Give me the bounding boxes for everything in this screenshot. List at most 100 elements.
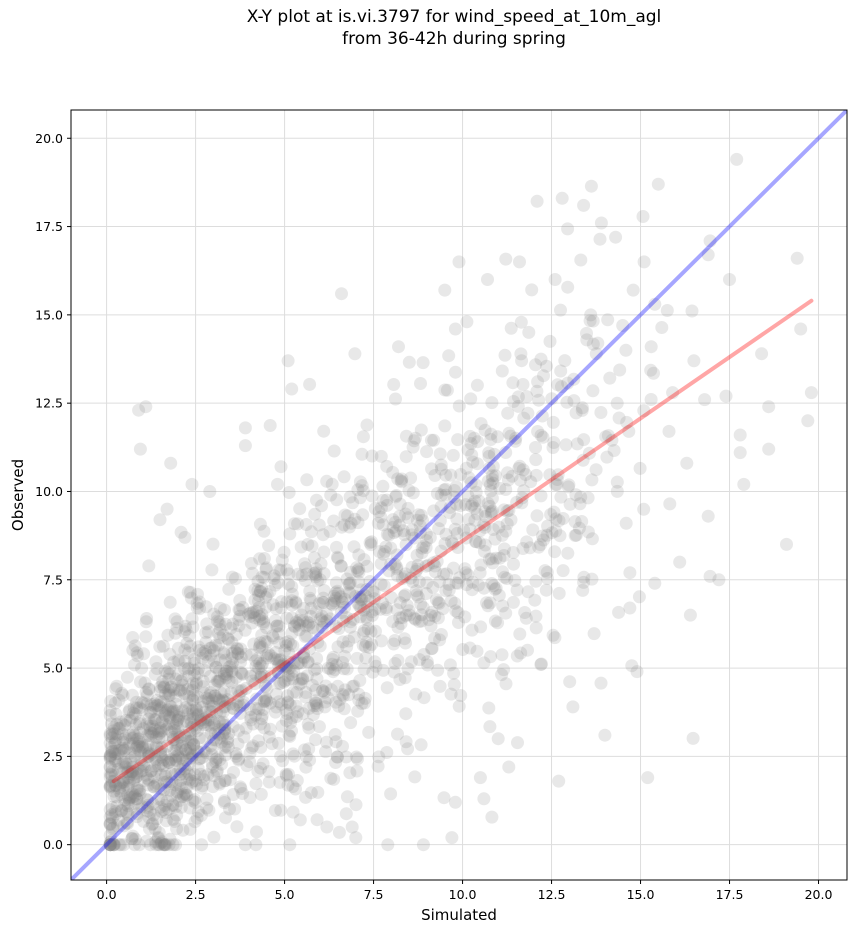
scatter-point — [114, 743, 128, 757]
scatter-point — [599, 430, 613, 444]
scatter-point — [448, 522, 462, 536]
scatter-point — [481, 599, 495, 613]
scatter-point — [384, 787, 398, 801]
scatter-point — [232, 619, 246, 633]
scatter-point — [201, 768, 215, 782]
scatter-point — [103, 749, 117, 762]
scatter-point — [552, 774, 566, 788]
scatter-point — [288, 620, 302, 634]
scatter-point — [279, 636, 293, 650]
scatter-point — [108, 768, 122, 782]
scatter-point — [144, 747, 158, 761]
scatter-point — [158, 747, 172, 761]
scatter-point — [217, 669, 231, 683]
scatter-point — [289, 699, 303, 713]
scatter-point — [141, 728, 155, 742]
scatter-point — [164, 680, 177, 694]
scatter-point — [194, 808, 208, 822]
scatter-point — [110, 819, 124, 833]
scatter-point — [106, 724, 120, 738]
scatter-point — [169, 753, 183, 767]
scatter-point — [130, 792, 144, 806]
scatter-point — [325, 657, 339, 671]
scatter-point — [169, 672, 183, 686]
scatter-point — [114, 838, 128, 852]
scatter-point — [253, 517, 267, 531]
scatter-point — [541, 519, 555, 533]
scatter-point — [160, 754, 174, 768]
scatter-point — [175, 673, 189, 687]
scatter-point — [182, 661, 196, 675]
scatter-point — [103, 838, 117, 852]
scatter-point — [447, 561, 460, 575]
scatter-point — [149, 835, 163, 849]
scatter-point — [499, 252, 513, 266]
scatter-point — [259, 691, 272, 705]
scatter-point — [142, 811, 156, 825]
scatter-point — [484, 484, 498, 498]
scatter-point — [302, 742, 316, 756]
scatter-point — [249, 777, 263, 791]
scatter-point — [737, 477, 751, 491]
scatter-point — [415, 608, 429, 622]
scatter-point — [191, 805, 205, 819]
scatter-point — [329, 695, 343, 709]
scatter-point — [149, 655, 163, 669]
scatter-point — [254, 670, 268, 684]
scatter-point — [187, 738, 201, 752]
y-axis-label: Observed — [9, 459, 27, 531]
scatter-point — [135, 695, 149, 709]
scatter-point — [255, 570, 269, 584]
scatter-point — [517, 484, 531, 498]
scatter-point — [534, 489, 548, 503]
scatter-point — [164, 456, 178, 470]
scatter-point — [360, 418, 374, 432]
scatter-point — [319, 679, 333, 693]
scatter-point — [561, 376, 575, 390]
scatter-point — [118, 718, 132, 732]
x-tick-label: 20.0 — [805, 887, 833, 902]
scatter-point — [349, 750, 363, 764]
scatter-point — [255, 712, 269, 726]
scatter-point — [594, 676, 608, 690]
scatter-point — [293, 613, 306, 627]
scatter-point — [254, 787, 268, 801]
scatter-point — [178, 625, 191, 639]
scatter-point — [230, 820, 244, 834]
scatter-point — [331, 679, 345, 693]
scatter-point — [587, 627, 601, 641]
scatter-point — [506, 546, 520, 559]
scatter-point — [207, 830, 221, 844]
scatter-point — [157, 838, 171, 852]
scatter-point — [460, 578, 474, 592]
scatter-point — [515, 496, 529, 510]
scatter-point — [176, 823, 190, 837]
chart-title-line-1: X-Y plot at is.vi.3797 for wind_speed_at… — [246, 7, 662, 27]
scatter-point — [450, 497, 463, 511]
scatter-point — [343, 586, 357, 600]
scatter-point — [581, 491, 595, 505]
scatter-point — [143, 722, 157, 736]
scatter-point — [289, 595, 303, 609]
scatter-point — [342, 578, 356, 592]
scatter-point — [319, 745, 333, 759]
scatter-point — [256, 757, 270, 771]
scatter-point — [513, 459, 527, 473]
scatter-point — [514, 347, 528, 361]
scatter-point — [195, 838, 209, 852]
scatter-point — [399, 450, 413, 464]
scatter-point — [179, 781, 193, 794]
scatter-point — [357, 624, 371, 638]
scatter-point — [281, 669, 295, 683]
scatter-point — [446, 537, 460, 551]
scatter-point — [234, 666, 248, 680]
scatter-point — [103, 838, 117, 852]
scatter-point — [467, 431, 481, 445]
scatter-point — [338, 508, 352, 522]
scatter-point — [103, 749, 117, 763]
scatter-point — [297, 647, 311, 660]
scatter-point — [395, 475, 409, 489]
scatter-point — [117, 819, 131, 833]
scatter-point — [445, 534, 458, 548]
scatter-point — [464, 499, 478, 513]
